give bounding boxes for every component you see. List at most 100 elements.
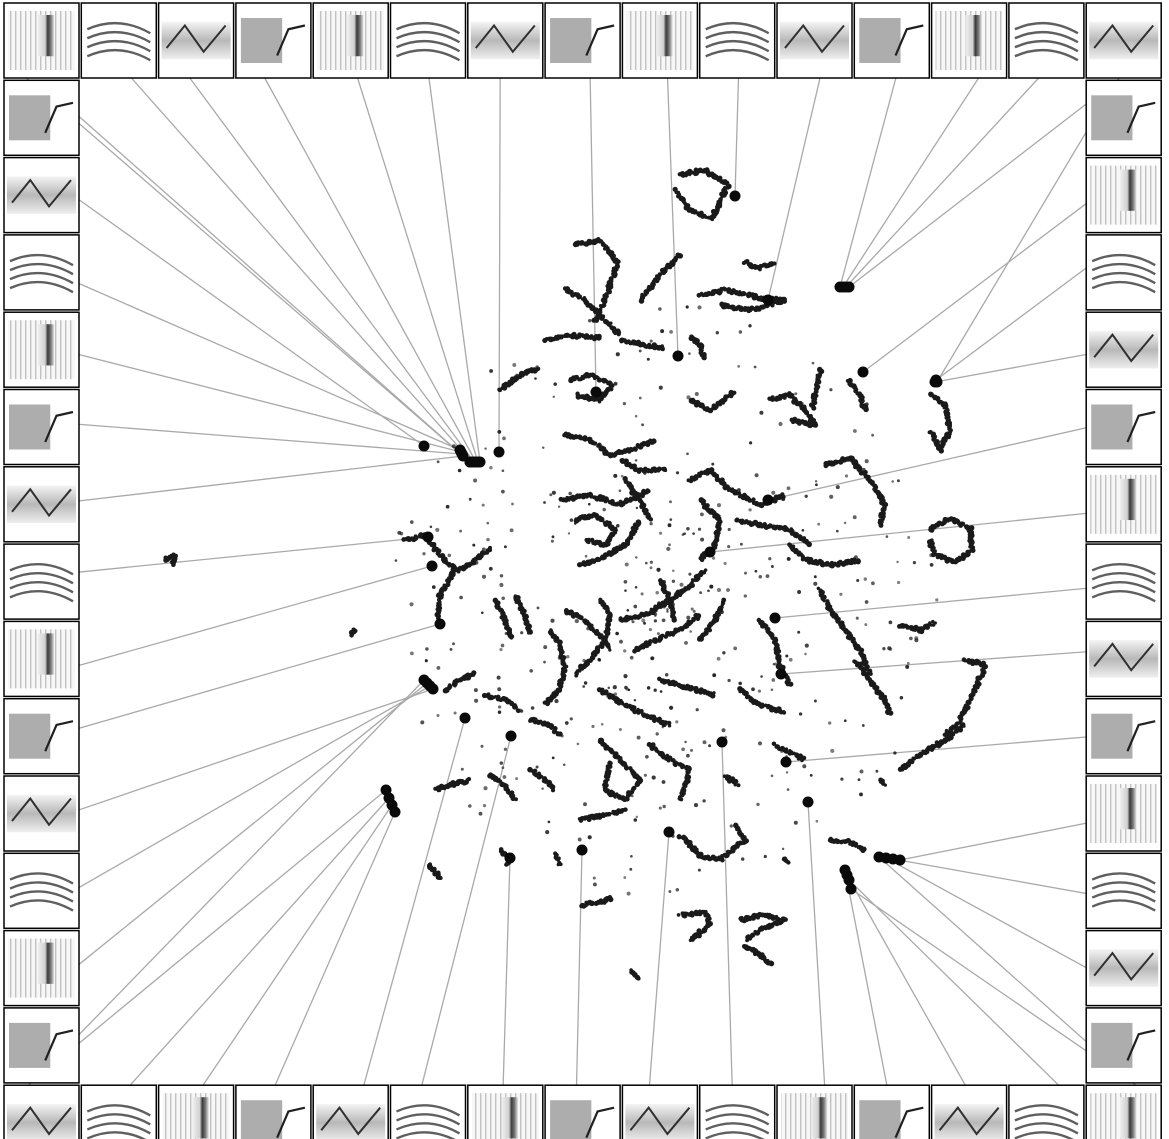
scatter-point (733, 783, 737, 787)
scatter-point (686, 395, 691, 400)
scatter-point (514, 797, 518, 802)
scatter-point (593, 443, 597, 446)
leader-line (885, 857, 1093, 972)
spectrogram-thumbnail (80, 2, 158, 79)
scatter-point (682, 685, 686, 689)
scatter-point (562, 763, 566, 767)
scatter-point (655, 732, 659, 736)
scatter-point (501, 489, 505, 494)
scatter-point (582, 685, 586, 688)
scatter-point (631, 620, 635, 624)
scatter-point (536, 606, 540, 610)
scatter-point (481, 503, 485, 507)
scatter-point (570, 292, 575, 297)
scatter-point (864, 600, 869, 604)
anchor-point (775, 668, 787, 680)
scatter-point (885, 535, 889, 538)
scatter-point (624, 685, 628, 690)
scatter-point (445, 504, 450, 509)
spectrogram-thumbnail (776, 2, 853, 79)
scatter-point (598, 378, 603, 383)
scatter-point (629, 655, 634, 660)
scatter-point (670, 602, 675, 607)
scatter-point (891, 480, 894, 483)
scatter-point (663, 468, 668, 473)
scatter-point (607, 894, 612, 900)
scatter-point (855, 558, 861, 564)
scatter-point (657, 466, 662, 471)
scatter-point (788, 657, 793, 662)
scatter-point (620, 337, 626, 343)
scatter-point (443, 584, 446, 587)
spectrogram-thumbnail (467, 1084, 544, 1139)
scatter-point (541, 787, 544, 790)
scatter-point (635, 556, 638, 559)
anchor-point (426, 560, 438, 572)
scatter-point (880, 507, 886, 512)
scatter-point (614, 382, 617, 386)
scatter-point (601, 637, 605, 642)
leader-line (648, 831, 670, 1086)
scatter-point (811, 361, 815, 365)
leader-line (785, 735, 1093, 763)
scatter-point (703, 568, 708, 572)
spectrogram-thumbnail (1085, 1084, 1162, 1139)
leader-line (862, 198, 1093, 373)
scatter-point (709, 693, 716, 699)
scatter-point (651, 438, 657, 444)
scatter-point (743, 571, 748, 575)
scatter-point (806, 541, 812, 548)
scatter-point (780, 492, 785, 497)
scatter-point (772, 261, 777, 266)
leader-line (72, 679, 425, 1042)
scatter-point (658, 272, 662, 277)
scatter-point (436, 665, 441, 670)
leader-line (892, 858, 1093, 896)
scatter-point (749, 441, 753, 445)
scatter-point (697, 305, 702, 310)
scatter-point (804, 643, 809, 648)
scatter-point (768, 557, 772, 561)
scatter-point (597, 657, 601, 662)
leader-line (356, 77, 479, 463)
scatter-point (578, 294, 582, 299)
scatter-point (689, 748, 694, 752)
scatter-point (646, 357, 650, 361)
scatter-point (865, 402, 869, 406)
anchor-point (839, 864, 851, 876)
scatter-point (684, 640, 688, 645)
scatter-point (786, 860, 791, 865)
spectrogram-thumbnail (3, 311, 80, 388)
spectrogram-thumbnail (930, 1084, 1008, 1139)
spectrogram-thumbnail (3, 79, 80, 157)
anchor-point (504, 852, 516, 864)
scatter-point (633, 818, 638, 822)
scatter-point (684, 740, 687, 744)
scatter-point (605, 498, 610, 503)
scatter-point (737, 488, 741, 492)
scatter-point (445, 582, 451, 588)
scatter-point (528, 630, 533, 635)
scatter-point (917, 752, 924, 758)
scatter-point (628, 616, 632, 620)
scatter-point (518, 708, 523, 713)
scatter-point (634, 585, 638, 589)
spectrogram-thumbnail (853, 2, 931, 79)
scatter-point (649, 339, 653, 343)
scatter-point (623, 649, 627, 653)
scatter-point (592, 876, 596, 880)
scatter-point (800, 401, 804, 406)
spectrogram-thumbnail (1085, 79, 1162, 157)
scatter-point (700, 537, 705, 542)
scatter-point (808, 422, 812, 427)
spectrogram-thumbnail (235, 1084, 312, 1139)
scatter-point (813, 575, 817, 579)
scatter-point (562, 667, 567, 672)
scatter-point (785, 771, 789, 774)
scatter-point (496, 675, 501, 680)
scatter-point (643, 471, 647, 475)
scatter-point (759, 525, 763, 529)
scatter-point (509, 635, 513, 640)
scatter-point (530, 706, 535, 710)
